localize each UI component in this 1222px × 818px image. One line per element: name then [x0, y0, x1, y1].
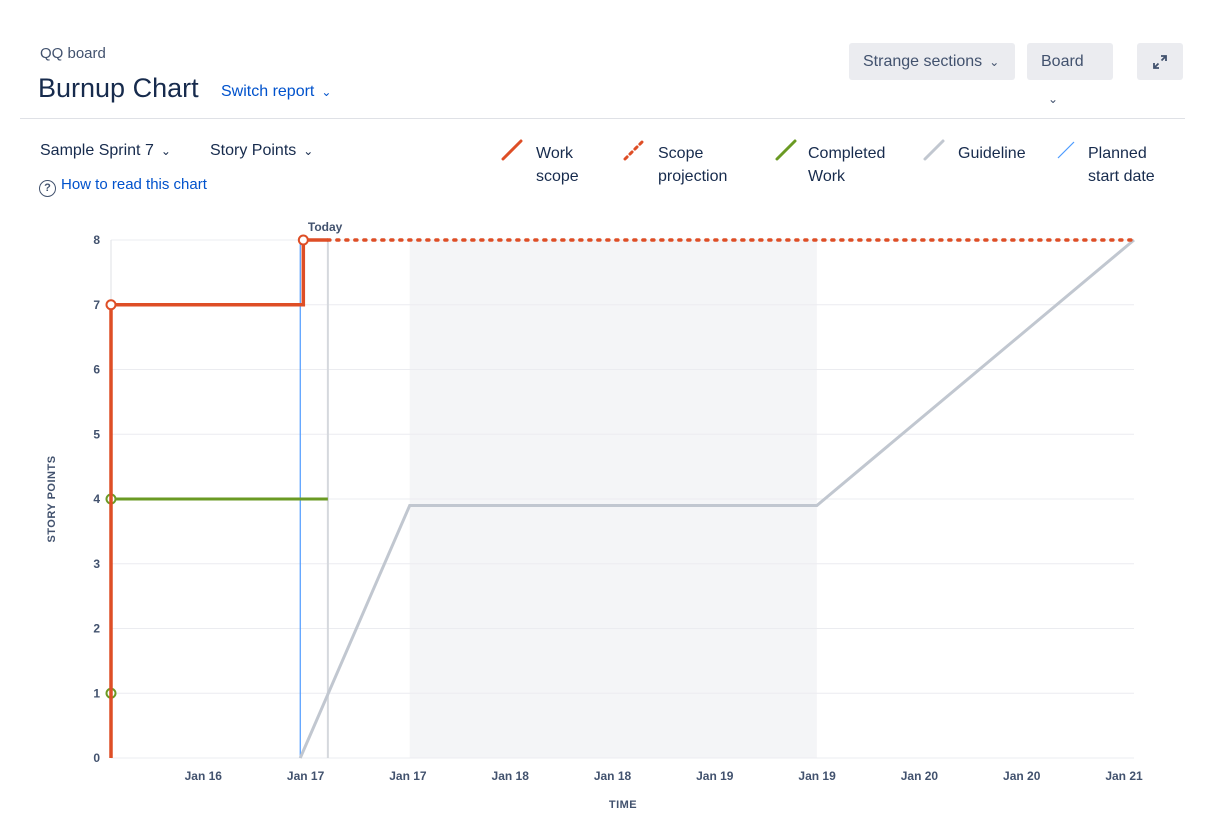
- x-tick-label: Jan 16: [185, 769, 223, 783]
- x-tick-label: Jan 20: [1003, 769, 1041, 783]
- x-tick-label: Jan 18: [594, 769, 632, 783]
- estimation-dropdown-label: Story Points: [210, 142, 297, 159]
- today-label: Today: [308, 220, 343, 234]
- work-scope-point-marker: [105, 299, 117, 311]
- work-scope-series-line: [109, 238, 328, 758]
- expand-icon: [1153, 55, 1167, 69]
- help-link-label: How to read this chart: [61, 176, 207, 193]
- x-tick-label: Jan 21: [1105, 769, 1143, 783]
- board-dropdown-button[interactable]: Board ⌄: [1027, 43, 1113, 106]
- switch-report-label: Switch report: [221, 83, 315, 100]
- legend-guideline: Guideline: [958, 145, 1026, 162]
- header-divider: [20, 118, 1185, 119]
- sprint-dropdown-label: Sample Sprint 7: [40, 142, 154, 159]
- page-title: Burnup Chart: [38, 73, 199, 103]
- question-circle-icon: ?: [39, 180, 56, 197]
- y-tick-label: 1: [93, 686, 100, 700]
- y-axis-title: STORY POINTS: [46, 455, 58, 542]
- legend-scope-projection: Scope projection: [658, 145, 728, 185]
- x-tick-label: Jan 17: [389, 769, 427, 783]
- legend-work-scope-swatch: [501, 139, 523, 161]
- help-link[interactable]: ? How to read this chart: [39, 176, 207, 197]
- sprint-dropdown[interactable]: Sample Sprint 7 ⌄: [40, 142, 171, 160]
- work-scope-point-marker: [297, 234, 309, 246]
- board-name: QQ board: [40, 45, 106, 62]
- x-tick-label: Jan 19: [798, 769, 836, 783]
- chevron-down-icon: ⌄: [989, 55, 1000, 69]
- x-tick-label: Jan 18: [492, 769, 530, 783]
- legend-guideline-swatch: [923, 139, 945, 161]
- switch-report-button[interactable]: Switch report ⌄: [221, 83, 331, 101]
- x-tick-label: Jan 19: [696, 769, 734, 783]
- x-tick-label: Jan 17: [287, 769, 325, 783]
- guideline-series-line: [298, 238, 1135, 759]
- y-tick-label: 3: [93, 557, 100, 571]
- y-tick-label: 4: [93, 492, 100, 506]
- legend-planned-start-date: Planned start date: [1088, 145, 1155, 185]
- legend-completed-work: Completed Work: [808, 145, 886, 185]
- chevron-down-icon: ⌄: [160, 144, 171, 158]
- chevron-down-icon: ⌄: [1048, 92, 1059, 106]
- legend-work-scope: Work scope: [536, 145, 579, 185]
- legend-planned-start-swatch: [1057, 141, 1075, 159]
- y-tick-label: 2: [93, 622, 100, 636]
- x-tick-label: Jan 20: [901, 769, 939, 783]
- y-tick-label: 7: [93, 298, 100, 312]
- sections-dropdown-label: Strange sections: [863, 53, 983, 70]
- legend-scope-projection-swatch: [623, 139, 645, 161]
- y-tick-label: 6: [93, 363, 100, 377]
- y-tick-label: 8: [93, 233, 100, 247]
- sections-dropdown-button[interactable]: Strange sections ⌄: [849, 43, 1015, 80]
- chevron-down-icon: ⌄: [303, 144, 314, 158]
- y-tick-label: 5: [93, 427, 100, 441]
- legend-completed-work-swatch: [775, 139, 797, 161]
- chevron-down-icon: ⌄: [321, 85, 332, 99]
- expand-button[interactable]: [1137, 43, 1183, 80]
- x-axis-title: TIME: [609, 799, 637, 811]
- y-tick-label: 0: [93, 751, 100, 765]
- board-dropdown-label: Board: [1041, 53, 1084, 70]
- estimation-dropdown[interactable]: Story Points ⌄: [210, 142, 313, 160]
